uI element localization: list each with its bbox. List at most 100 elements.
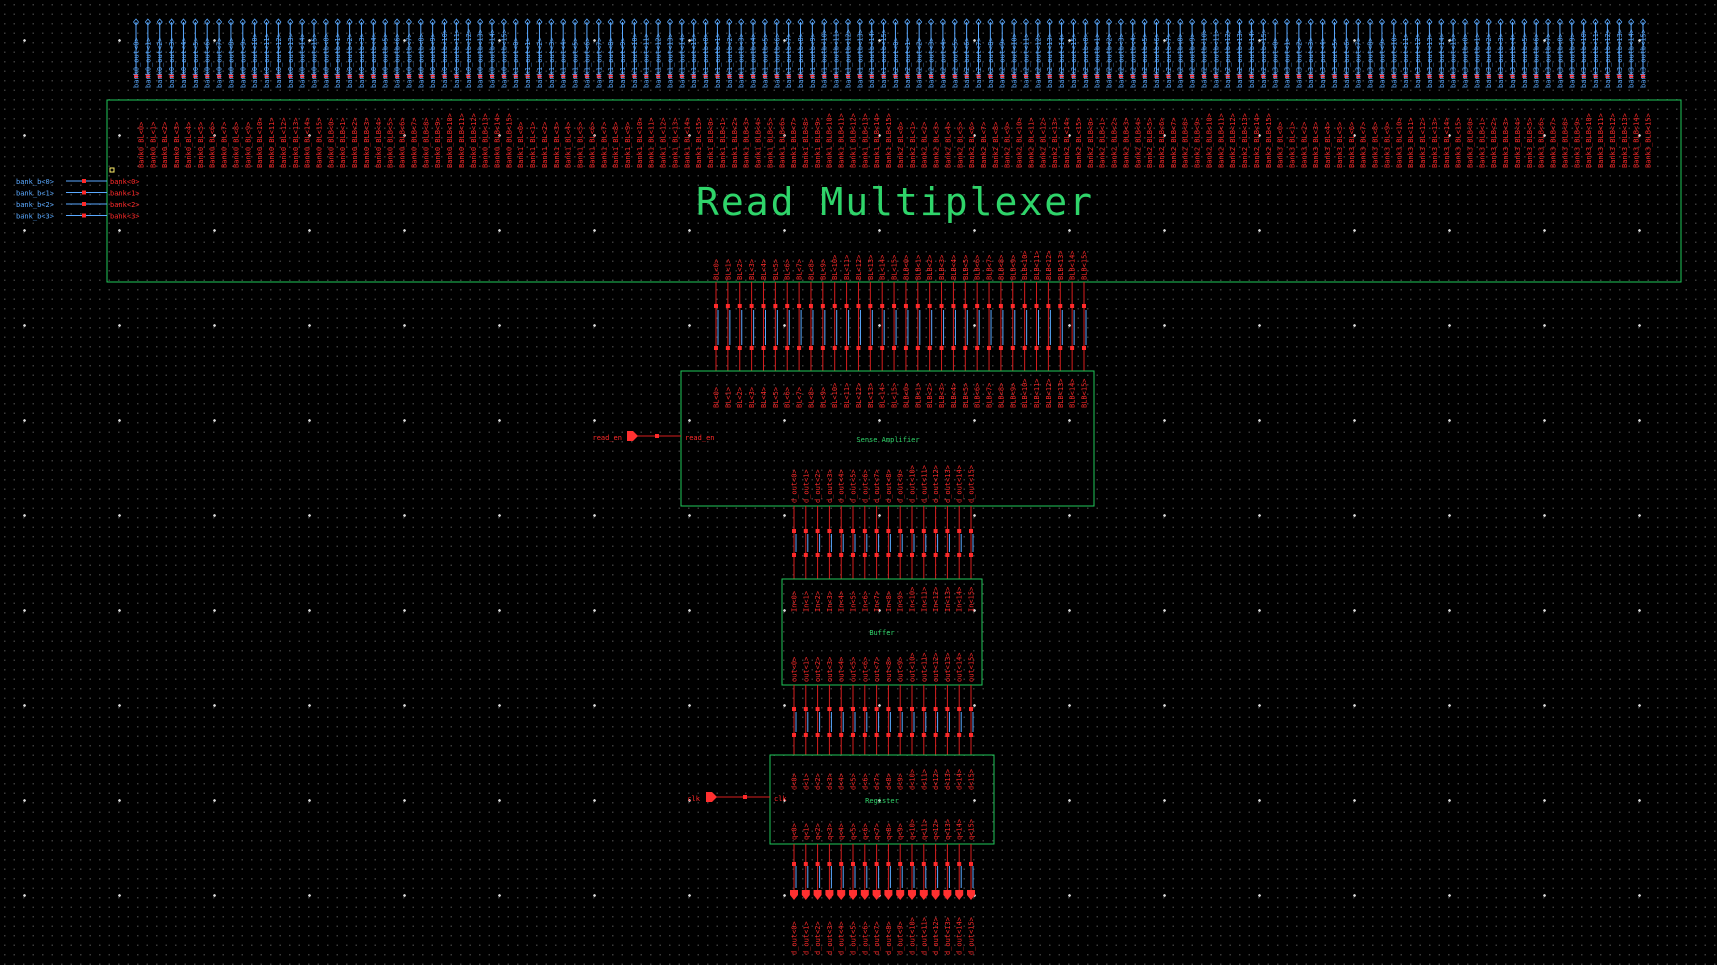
diamond-port-icon <box>939 18 946 26</box>
bank-select-pin-label: bank<3> <box>110 213 140 221</box>
square-pin-icon <box>1427 74 1432 78</box>
mux-output-net-label: bank3_out<2> <box>1295 37 1303 88</box>
data-out-port-label: d_out<0> <box>791 921 799 955</box>
mux-input-pin-label: Bank3_BLB<11> <box>1597 113 1605 168</box>
register-block[interactable] <box>769 754 995 845</box>
square-pin-icon <box>1593 74 1598 78</box>
mux-input-pin-label: Bank1_BLB<1> <box>719 117 727 168</box>
mux-output-net-label: bank0_outb<4> <box>370 33 378 88</box>
mux-output-net-label: bank0_outb<8> <box>417 33 425 88</box>
register-input-pin-label: d<7> <box>873 773 881 790</box>
sense-amp-input-pin-label: BLB<9> <box>1009 383 1017 408</box>
mux-output-net-label: bank1_outb<5> <box>761 33 769 88</box>
sense-amplifier-block[interactable] <box>680 370 1095 507</box>
square-pin-icon <box>1070 346 1075 350</box>
mux-output-net-label: bank1_out<6> <box>583 37 591 88</box>
diamond-port-icon <box>761 18 768 26</box>
diamond-port-icon <box>1367 18 1374 26</box>
data-out-port-label: d_out<4> <box>838 921 846 955</box>
square-pin-icon <box>466 74 471 78</box>
square-pin-icon <box>1190 74 1195 78</box>
buffer-input-pin-label: In<6> <box>861 591 869 612</box>
mux-input-pin-label: Bank3_BLB<5> <box>1526 117 1534 168</box>
data-out-port-label: d_out<13> <box>944 917 952 955</box>
square-pin-icon <box>359 74 364 78</box>
mux-output-net-label: bank3_outb<9> <box>1568 33 1576 88</box>
register-output-pin-label: q<2> <box>814 823 822 840</box>
mux-input-pin-label: Bank1_BLB<3> <box>743 117 751 168</box>
diamond-port-icon <box>1295 18 1302 26</box>
clk-pin-label: clk <box>774 795 787 803</box>
data-out-port-label: d_out<15> <box>968 917 976 955</box>
mux-output-net-label: bank3_out<5> <box>1331 37 1339 88</box>
square-pin-icon <box>856 304 861 308</box>
square-pin-icon <box>856 346 861 350</box>
mux-input-pin-label: Bank1_BL<3> <box>553 122 561 168</box>
mux-output-pin-label: BL<1> <box>724 259 732 280</box>
mux-input-pin-label: Bank3_BL<9> <box>1383 122 1391 168</box>
buffer-block[interactable] <box>781 578 983 686</box>
sense-amp-input-pin-label: BLB<2> <box>926 383 934 408</box>
diamond-port-icon <box>548 18 555 26</box>
square-pin-icon <box>886 553 891 557</box>
sense-amp-input-pin-label: BL<3> <box>748 387 756 408</box>
square-pin-icon <box>880 346 885 350</box>
square-pin-icon <box>561 74 566 78</box>
read-multiplexer-title: Read Multiplexer <box>696 180 1094 224</box>
mux-output-net-label: bank3_outb<13> <box>1616 29 1624 88</box>
square-pin-icon <box>1451 74 1456 78</box>
square-pin-icon <box>1225 74 1230 78</box>
square-pin-icon <box>951 346 956 350</box>
mux-output-net-label: bank2_outb<3> <box>1117 33 1125 88</box>
square-pin-icon <box>1071 74 1076 78</box>
square-pin-icon <box>1569 74 1574 78</box>
mux-output-net-label: bank3_outb<14> <box>1628 29 1636 88</box>
mux-output-net-label: bank1_outb<2> <box>726 33 734 88</box>
mux-input-pin-label: Bank3_BLB<7> <box>1550 117 1558 168</box>
square-pin-icon <box>739 74 744 78</box>
diamond-port-icon <box>1438 18 1445 26</box>
square-pin-icon <box>832 346 837 350</box>
register-output-pin-label: q<7> <box>873 823 881 840</box>
square-pin-icon <box>839 733 844 737</box>
mux-input-pin-label: Bank1_BLB<13> <box>861 113 869 168</box>
square-pin-icon <box>749 346 754 350</box>
clk-port-icon <box>706 792 717 802</box>
data-out-port-label: d_out<5> <box>850 921 858 955</box>
diamond-port-icon <box>738 18 745 26</box>
square-pin-icon <box>880 304 885 308</box>
square-pin-icon <box>905 74 910 78</box>
square-pin-icon <box>969 733 973 737</box>
data-out-port-label: d_out<10> <box>909 917 917 955</box>
mux-output-net-label: bank1_out<3> <box>548 37 556 88</box>
mux-output-net-label: bank1_out<9> <box>619 37 627 88</box>
square-pin-icon <box>933 862 938 866</box>
buffer-title: Buffer <box>869 629 894 637</box>
mux-input-pin-label: Bank0_BLB<0> <box>327 117 335 168</box>
diamond-port-icon <box>833 18 840 26</box>
mux-output-pin-label: BLB<9> <box>1009 255 1017 280</box>
mux-input-pin-label: Bank0_BL<15> <box>315 117 323 168</box>
mux-input-pin-label: Bank0_BL<3> <box>173 122 181 168</box>
square-pin-icon <box>945 733 950 737</box>
diamond-port-icon <box>678 18 685 26</box>
diamond-port-icon <box>1272 18 1279 26</box>
square-pin-icon <box>1046 346 1051 350</box>
diamond-port-icon <box>1402 18 1409 26</box>
mux-output-net-label: bank0_out<12> <box>275 33 283 88</box>
data-out-port-label: d_out<9> <box>897 921 905 955</box>
mux-output-net-label: bank2_outb<12> <box>1224 29 1232 88</box>
register-output-pin-label: q<15> <box>968 819 976 840</box>
diamond-port-icon <box>1461 18 1469 26</box>
buffer-output-pin-label: out<8> <box>885 657 893 682</box>
sense-amp-output-pin-label: d_out<1> <box>802 469 810 503</box>
mux-output-pin-label: BL<4> <box>760 259 768 280</box>
square-pin-icon <box>832 304 837 308</box>
square-pin-icon <box>725 346 730 350</box>
buffer-output-pin-label: out<6> <box>861 657 869 682</box>
sense-amp-input-pin-label: BLB<5> <box>962 383 970 408</box>
square-pin-icon <box>323 74 328 78</box>
sense-amp-output-pin-label: d_out<3> <box>826 469 834 503</box>
